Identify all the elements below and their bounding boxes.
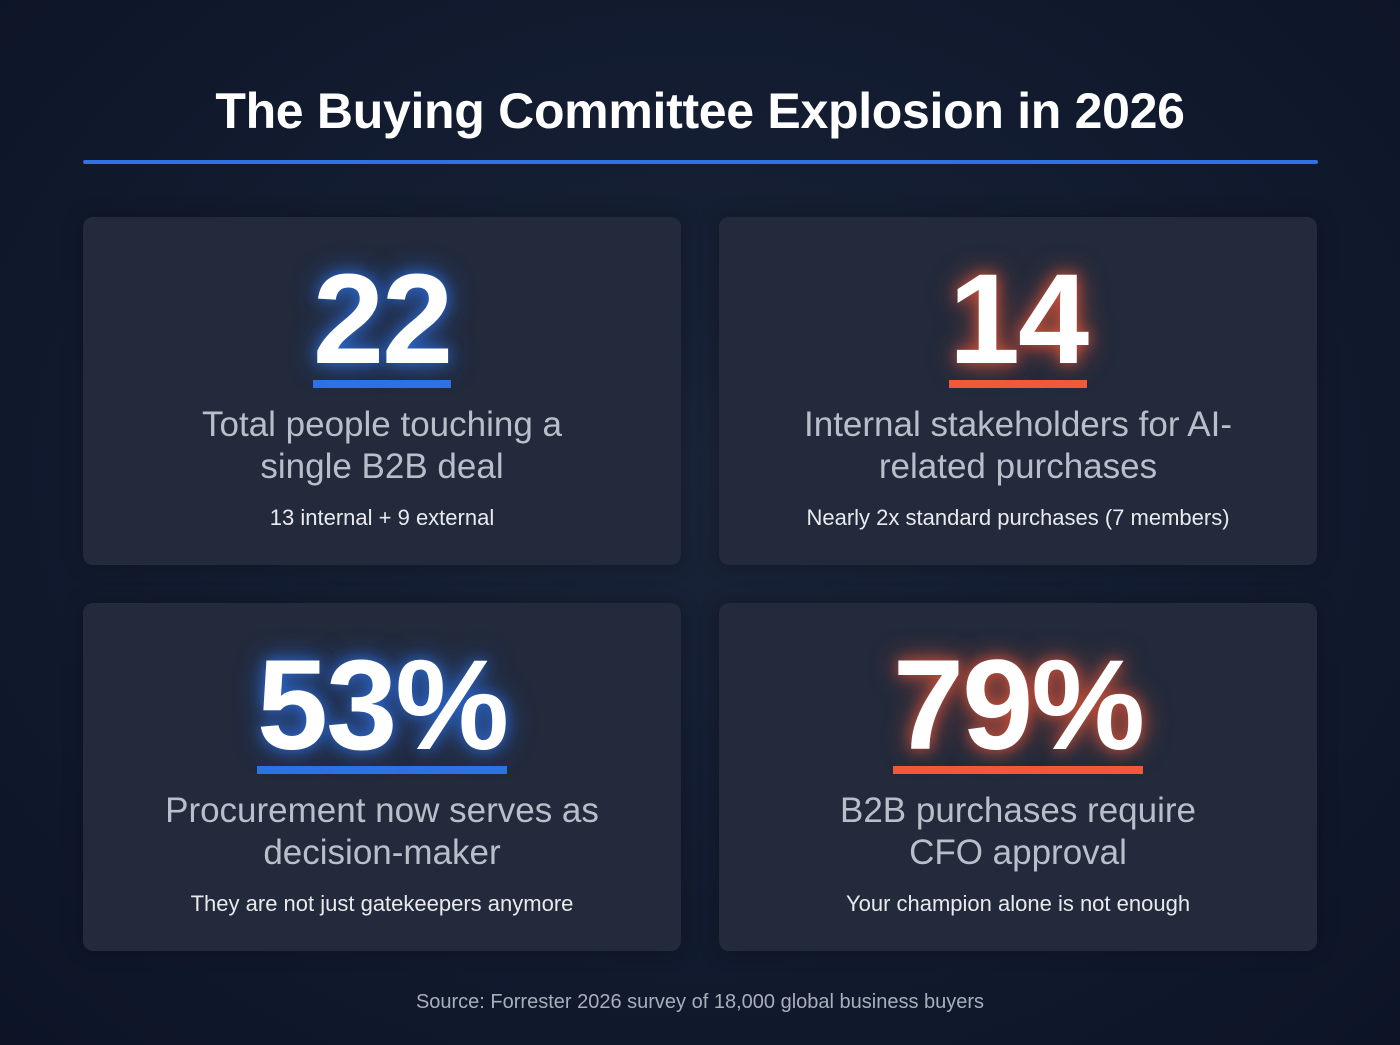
- source-footnote: Source: Forrester 2026 survey of 18,000 …: [415, 991, 985, 1013]
- stat-value: 14: [948, 248, 1089, 391]
- stat-label: Procurement now serves as decision-maker: [165, 791, 599, 872]
- stat-card-internal-stakeholders: 14 Internal stakeholders for AI-related …: [719, 217, 1317, 565]
- stat-label: Total people touching a single B2B deal: [202, 405, 562, 486]
- stat-card-total-people: 22 Total people touching a single B2B de…: [83, 217, 681, 565]
- stat-note: Your champion alone is not enough: [845, 891, 1191, 916]
- stat-value: 22: [312, 248, 453, 391]
- stat-card-procurement: 53% Procurement now serves as decision-m…: [83, 603, 681, 951]
- stat-note: They are not just gatekeepers anymore: [190, 891, 574, 916]
- page-title: The Buying Committee Explosion in 2026: [215, 83, 1185, 139]
- stat-note: 13 internal + 9 external: [269, 505, 495, 530]
- stat-label: Internal stakeholders for AI-related pur…: [804, 405, 1232, 486]
- stat-value: 53%: [256, 634, 509, 777]
- stat-card-cfo-approval: 79% B2B purchases require CFO approval Y…: [719, 603, 1317, 951]
- title-divider: [83, 160, 1318, 164]
- stat-note: Nearly 2x standard purchases (7 members): [806, 505, 1230, 530]
- stat-label: B2B purchases require CFO approval: [839, 791, 1197, 872]
- stat-value: 79%: [892, 634, 1145, 777]
